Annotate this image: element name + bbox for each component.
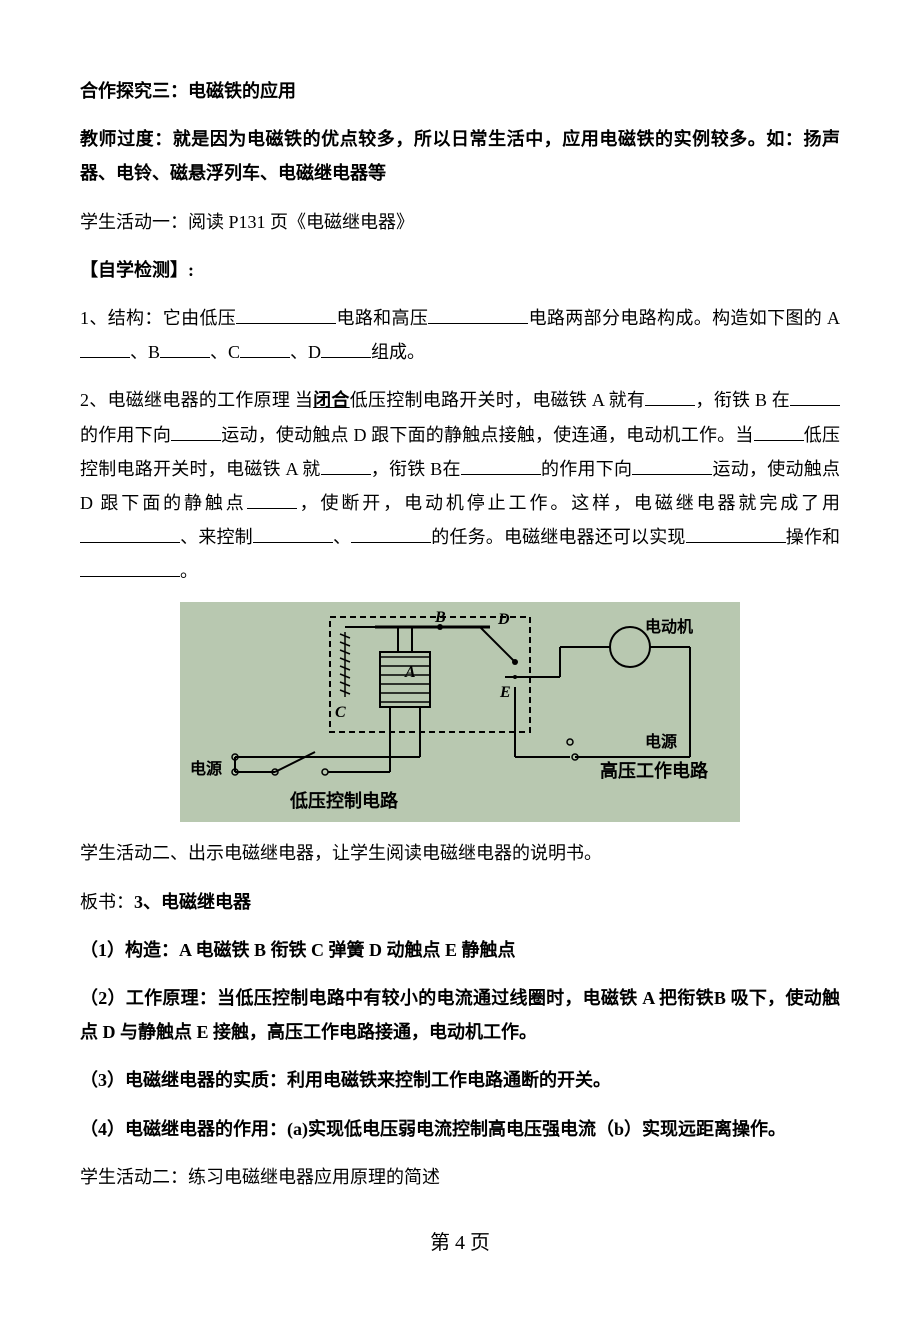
blank <box>321 456 371 475</box>
q2-bold-1: 闭合 <box>313 390 350 410</box>
blank <box>160 339 210 358</box>
q1-text-3: 电路两部分电路构成。构造如下图的 A <box>528 308 840 328</box>
circuit-diagram: ABCDE电动机电源电源低压控制电路高压工作电路 <box>80 602 840 822</box>
q2-text-7: ，衔铁 B在 <box>371 459 461 479</box>
board-1: （1）构造：A 电磁铁 B 衔铁 C 弹簧 D 动触点 E 静触点 <box>80 933 840 967</box>
svg-text:电源: 电源 <box>645 732 677 751</box>
blank <box>686 524 786 543</box>
question-1: 1、结构：它由低压 电路和高压 电路两部分电路构成。构造如下图的 A 、B 、C 、D 组成… <box>80 301 840 369</box>
blank <box>80 339 130 358</box>
blank <box>321 339 371 358</box>
q2-text-2: 低压控制电路开关时，电磁铁 A 就有 <box>350 390 645 410</box>
q2-text-10: ，使断开，电动机停止工作。这样，电磁继电器就完成了用 <box>297 493 840 513</box>
blank <box>754 422 804 441</box>
board-4: （4）电磁继电器的作用：(a)实现低电压弱电流控制高电压强电流（b）实现远距离操… <box>80 1112 840 1146</box>
svg-text:A: A <box>404 664 416 681</box>
svg-text:电动机: 电动机 <box>645 617 693 636</box>
blank <box>645 387 695 406</box>
board-2: （2）工作原理：当低压控制电路中有较小的电流通过线圈时，电磁铁 A 把衔铁B 吸… <box>80 981 840 1049</box>
svg-text:低压控制电路: 低压控制电路 <box>289 790 399 811</box>
q2-text-13: 的任务。电磁继电器还可以实现 <box>431 527 685 547</box>
section-title: 合作探究三：电磁铁的应用 <box>80 74 840 108</box>
blank <box>236 305 336 324</box>
teacher-intro: 教师过度：就是因为电磁铁的优点较多，所以日常生活中，应用电磁铁的实例较多。如：扬… <box>80 122 840 190</box>
question-2: 2、电磁继电器的工作原理 当闭合低压控制电路开关时，电磁铁 A 就有 ，衔铁 B … <box>80 383 840 588</box>
svg-text:D: D <box>497 611 510 628</box>
svg-text:C: C <box>335 704 346 721</box>
q1-text-1: 1、结构：它由低压 <box>80 308 236 328</box>
svg-text:高压工作电路: 高压工作电路 <box>600 760 709 781</box>
check-title: 【自学检测】: <box>80 253 840 287</box>
svg-text:电源: 电源 <box>190 759 222 778</box>
blank <box>247 490 297 509</box>
q2-text-11: 、来控制 <box>180 527 253 547</box>
q1-text-6: 、D <box>290 342 321 362</box>
svg-text:B: B <box>434 609 446 626</box>
blank <box>351 524 431 543</box>
board-title-text: 3、电磁继电器 <box>134 892 251 912</box>
q2-text-1: 2、电磁继电器的工作原理 当 <box>80 390 313 410</box>
q2-text-14: 操作和 <box>786 527 840 547</box>
board-title-prefix: 板书： <box>80 892 134 912</box>
activity-2: 学生活动二、出示电磁继电器，让学生阅读电磁继电器的说明书。 <box>80 836 840 870</box>
q2-text-15: 。 <box>180 561 198 581</box>
svg-text:E: E <box>499 684 511 701</box>
q2-text-8: 的作用下向 <box>541 459 633 479</box>
board-3: （3）电磁继电器的实质：利用电磁铁来控制工作电路通断的开关。 <box>80 1063 840 1097</box>
blank <box>240 339 290 358</box>
q1-text-4: 、B <box>130 342 160 362</box>
blank <box>80 524 180 543</box>
q2-text-12: 、 <box>333 527 351 547</box>
blank <box>253 524 333 543</box>
q1-text-2: 电路和高压 <box>336 308 428 328</box>
blank <box>790 387 840 406</box>
q2-text-3: ，衔铁 B 在 <box>695 390 790 410</box>
blank <box>171 422 221 441</box>
page-footer: 第 4 页 <box>80 1224 840 1262</box>
activity-1: 学生活动一：阅读 P131 页《电磁继电器》 <box>80 205 840 239</box>
blank <box>632 456 712 475</box>
q2-text-5: 运动，使动触点 D 跟下面的静触点接触，使连通，电动机工作。当 <box>221 425 754 445</box>
activity-3: 学生活动二：练习电磁继电器应用原理的简述 <box>80 1160 840 1194</box>
board-title: 板书：3、电磁继电器 <box>80 885 840 919</box>
blank <box>80 558 180 577</box>
blank <box>428 305 528 324</box>
q1-text-7: 组成。 <box>371 342 425 362</box>
q2-text-4: 的作用下向 <box>80 425 171 445</box>
blank <box>461 456 541 475</box>
q1-text-5: 、C <box>210 342 240 362</box>
